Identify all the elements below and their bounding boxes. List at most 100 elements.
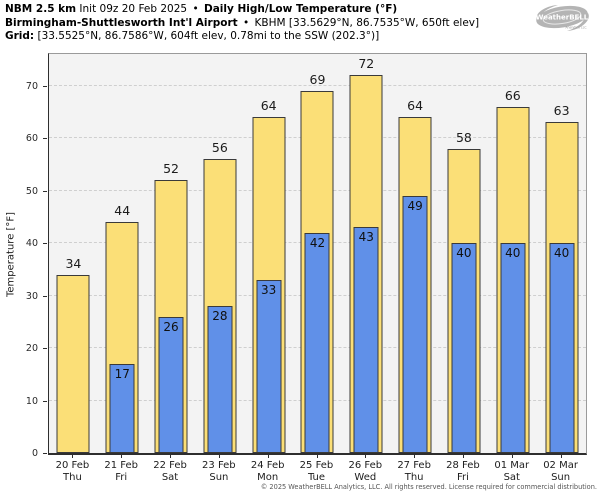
high-temp-value: 34 [65, 255, 82, 271]
bar-group: 63 40 [537, 54, 586, 453]
x-axis: 20 Feb Thu 21 Feb Fri 22 Feb Sat 23 Feb Sun 24 F… [48, 455, 587, 487]
x-tick-day: Tue [307, 471, 326, 483]
y-tick-label: 10 [25, 395, 38, 407]
low-temp-value: 42 [309, 235, 326, 250]
x-tick-label: 21 Feb Fri [97, 460, 146, 483]
x-tick-day: Sat [161, 471, 179, 483]
x-tick-day: Thu [63, 471, 82, 483]
x-tick-mark [121, 455, 123, 458]
x-tick-label: 20 Feb Thu [48, 460, 97, 483]
low-temp-value: 33 [261, 282, 277, 297]
low-temp-bar: 43 [353, 227, 379, 453]
weatherbell-logo: WeatherBELL Analytics LLC [536, 5, 589, 31]
y-tick-label: 30 [25, 290, 38, 302]
x-tick-label: 25 Feb Tue [292, 460, 341, 483]
x-tick-date: 20 Feb [55, 460, 90, 471]
x-tick-mark [267, 455, 269, 458]
high-temp-value: 44 [114, 203, 131, 218]
grid-label: Grid: [5, 30, 35, 42]
station-info: KBHM [33.5629°N, 86.7535°W, 650ft elev] [254, 16, 480, 29]
low-temp-bar: 42 [304, 232, 330, 453]
y-tick-mark [43, 295, 47, 297]
low-temp-value: 40 [456, 246, 472, 260]
bar-group: 64 49 [391, 54, 440, 453]
header-line-1: NBM 2.5 km Init 09z 20 Feb 2025 • Daily … [5, 3, 479, 17]
high-temp-value: 56 [211, 140, 228, 155]
x-tick-date: 24 Feb [250, 460, 285, 471]
low-temp-value: 26 [163, 319, 179, 334]
x-tick-date: 02 Mar [543, 460, 578, 471]
gridline [49, 84, 586, 86]
high-temp-value: 66 [504, 87, 521, 103]
x-tick-label: 27 Feb Thu [390, 460, 439, 483]
x-tick-day: Sun [551, 471, 571, 483]
chart-header: NBM 2.5 km Init 09z 20 Feb 2025 • Daily … [5, 3, 479, 44]
y-tick-mark [43, 243, 47, 244]
x-tick-day: Wed [354, 471, 377, 483]
y-tick-mark [43, 453, 47, 454]
x-tick-day: Sat [503, 471, 520, 483]
init-time: Init 09z 20 Feb 2025 [79, 3, 188, 15]
plot-area: 34 44 17 52 26 56 28 64 33 69 42 72 43 64 49 58 40 66 40 63… [48, 53, 587, 455]
bar-group: 44 17 [98, 54, 147, 453]
station-name: Birmingham-Shuttlesworth Int'l Airport [5, 16, 238, 29]
bar-group: 34 [49, 54, 98, 453]
x-tick-date: 22 Feb [153, 460, 187, 471]
x-tick-label: 02 Mar Sun [536, 460, 585, 483]
product-title: Daily High/Low Temperature (°F) [204, 3, 398, 15]
low-temp-bar: 17 [109, 363, 135, 453]
low-temp-bar: 40 [500, 243, 526, 453]
y-tick-label: 40 [25, 238, 38, 249]
hurricane-swirl-icon [536, 5, 589, 31]
x-tick-date: 26 Feb [348, 460, 383, 471]
bar-group: 72 43 [342, 54, 391, 453]
high-temp-value: 72 [358, 56, 375, 71]
x-tick-mark [462, 455, 464, 458]
x-tick-mark [72, 455, 74, 458]
low-temp-bar: 49 [402, 195, 428, 453]
high-temp-value: 58 [455, 129, 472, 145]
y-tick-label: 20 [25, 343, 38, 354]
x-tick-mark [316, 455, 318, 458]
x-tick-date: 01 Mar [494, 460, 530, 471]
header-line-3: Grid: [33.5525°N, 86.7586°W, 604ft elev,… [5, 30, 479, 44]
header-line-2: Birmingham-Shuttlesworth Int'l Airport •… [5, 17, 479, 31]
logo-brand-text: WeatherBELL [536, 14, 589, 22]
y-tick-mark [43, 348, 47, 349]
x-tick-date: 23 Feb [202, 460, 236, 471]
x-tick-mark [218, 455, 220, 458]
high-temp-value: 63 [553, 103, 570, 119]
low-temp-value: 28 [212, 309, 228, 323]
x-tick-label: 28 Feb Fri [439, 460, 488, 483]
separator-dot: • [242, 16, 250, 29]
x-tick-label: 26 Feb Wed [341, 460, 390, 483]
high-temp-value: 69 [309, 71, 326, 87]
low-temp-value: 40 [505, 246, 521, 260]
high-temp-value: 64 [407, 98, 424, 113]
low-temp-bar: 28 [207, 306, 233, 453]
logo-sub-text: Analytics LLC [565, 26, 587, 30]
low-temp-bar: 26 [158, 316, 184, 453]
low-temp-value: 49 [407, 198, 423, 213]
x-tick-mark [365, 455, 367, 458]
x-tick-mark [560, 455, 562, 458]
x-tick-label: 01 Mar Sat [487, 460, 536, 483]
x-tick-mark [170, 455, 172, 458]
y-tick-label: 60 [25, 133, 38, 144]
x-tick-day: Thu [404, 471, 424, 483]
x-tick-day: Fri [115, 471, 128, 483]
y-tick-mark [43, 85, 47, 87]
model-name: NBM 2.5 km [5, 3, 77, 15]
high-temp-value: 64 [260, 98, 277, 113]
low-temp-bar: 40 [549, 243, 575, 453]
x-tick-date: 25 Feb [299, 460, 334, 471]
y-tick-label: 0 [31, 448, 38, 459]
x-tick-label: 24 Feb Mon [243, 460, 292, 483]
y-tick-label: 70 [25, 80, 38, 92]
x-tick-day: Sun [209, 471, 229, 483]
low-temp-bar: 40 [451, 243, 477, 453]
y-tick-mark [43, 190, 47, 192]
x-tick-day: Mon [257, 471, 279, 483]
bar-group: 52 26 [147, 54, 196, 453]
